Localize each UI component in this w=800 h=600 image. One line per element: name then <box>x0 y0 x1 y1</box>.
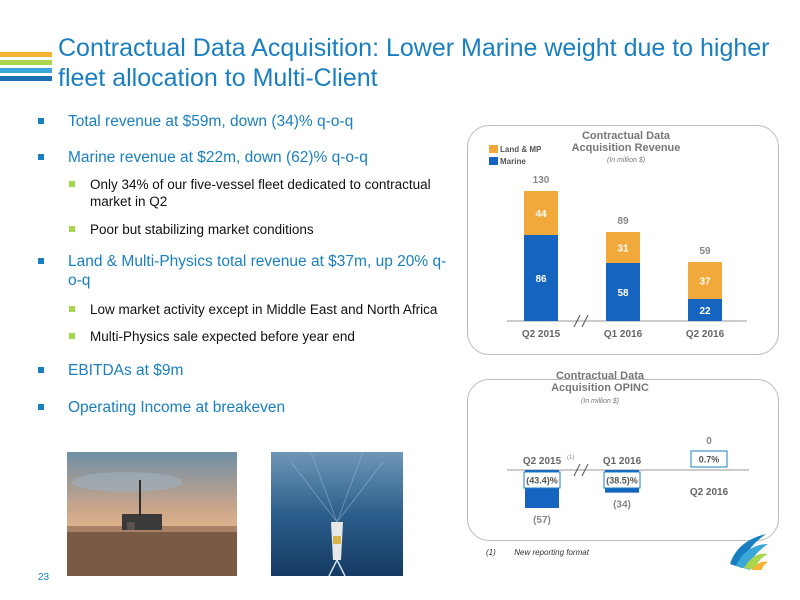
brand-stripes <box>0 52 52 84</box>
bar-total-label: 89 <box>617 216 629 227</box>
bar-total-label: 59 <box>699 246 711 257</box>
sub-bullet-marker <box>69 226 75 232</box>
margin-label-box <box>690 450 728 468</box>
x-tick-label: Q2 2016 <box>690 487 729 498</box>
sub-bullet: Poor but stabilizing market conditions <box>38 221 458 238</box>
bar-marine <box>524 235 558 321</box>
bullet-land-mp-revenue: Land & Multi-Physics total revenue at $3… <box>38 252 458 290</box>
revenue-chart-panel <box>467 125 779 355</box>
margin-label: 0.7% <box>699 455 720 465</box>
opinc-chart: Contractual Data Acquisition OPINC (In mi… <box>507 370 749 526</box>
bar-total-label: 130 <box>533 175 550 186</box>
revenue-chart-title: Contractual Data Acquisition Revenue <box>572 130 681 154</box>
bullet-marker <box>38 367 44 373</box>
bullet-text: Marine revenue at $22m, down (62)% q-o-q <box>68 149 368 166</box>
revenue-chart: Contractual Data Acquisition Revenue (In … <box>489 130 747 340</box>
legend-label: Land & MP <box>500 145 542 154</box>
bar-land-mp <box>688 262 722 299</box>
legend-swatch <box>489 145 498 153</box>
revenue-chart-marks: 86 44 130 Q2 2015 58 31 89 Q1 2016 22 37 59 Q2 2016 <box>507 175 747 340</box>
x-tick-label: Q1 2016 <box>604 329 643 340</box>
legend-label: Marine <box>500 157 526 166</box>
margin-label-box <box>603 471 641 489</box>
opinc-chart-title: Contractual Data Acquisition OPINC <box>551 370 649 394</box>
bullet-total-revenue: Total revenue at $59m, down (34)% q-o-q <box>38 112 458 131</box>
stripe-orange <box>0 52 52 57</box>
bar-land-mp <box>524 191 558 235</box>
margin-label: (38.5)% <box>606 476 638 486</box>
revenue-chart-legend: Land & MP Marine <box>489 145 542 166</box>
sub-bullet-text: Only 34% of our five-vessel fleet dedica… <box>90 177 431 209</box>
bar-value-label: 37 <box>699 277 711 288</box>
bar-value-label: 86 <box>535 274 547 285</box>
axis-break-mark <box>573 463 581 477</box>
opinc-chart-subtitle: (In million $) <box>581 398 619 405</box>
footnote-text: New reporting format <box>514 548 589 557</box>
opinc-chart-panel <box>467 379 779 541</box>
bar-value-label: 58 <box>617 288 629 299</box>
bar-value-label: 22 <box>699 306 711 317</box>
opinc-value-label: (57) <box>533 515 551 526</box>
footnote-number: (1) <box>486 548 496 557</box>
bullet-text: Land & Multi-Physics total revenue at $3… <box>68 253 447 289</box>
footnote: (1) New reporting format <box>486 548 589 557</box>
bullet-text: Total revenue at $59m, down (34)% q-o-q <box>68 113 354 130</box>
axis-break-mark <box>581 314 589 328</box>
sub-bullet-text: Poor but stabilizing market conditions <box>90 222 314 237</box>
page-number: 23 <box>38 572 50 583</box>
category-footnote-ref: (1) <box>567 455 574 461</box>
bullet-marker <box>38 154 44 160</box>
bar-marine <box>606 263 640 321</box>
opinc-chart-marks: (43.4)% (57) Q2 2015 (1) (38.5)% (34) Q1 2016 0… <box>507 436 749 526</box>
bar-value-label: 44 <box>535 209 547 220</box>
sub-bullet-text: Low market activity except in Middle Eas… <box>90 302 438 317</box>
x-tick-label: Q1 2016 <box>603 456 642 467</box>
x-tick-label: Q2 2015 <box>523 456 562 467</box>
stripe-green <box>0 60 52 65</box>
bullet-list: Total revenue at $59m, down (34)% q-o-q … <box>38 112 458 417</box>
bullet-text: EBITDAs at $9m <box>68 362 184 379</box>
bullet-marker <box>38 118 44 124</box>
slide-title: Contractual Data Acquisition: Lower Mari… <box>58 34 770 92</box>
axis-break-mark <box>581 463 589 477</box>
legend-swatch <box>489 157 498 165</box>
margin-label: (43.4)% <box>526 476 558 486</box>
bullet-marker <box>38 258 44 264</box>
bullet-operating-income: Operating Income at breakeven <box>38 398 458 417</box>
sub-bullet-text: Multi-Physics sale expected before year … <box>90 329 355 344</box>
x-tick-label: Q2 2015 <box>522 329 561 340</box>
bullet-marker <box>38 404 44 410</box>
sub-bullet-marker <box>69 333 75 339</box>
stripe-blue <box>0 76 52 81</box>
sub-bullet: Low market activity except in Middle Eas… <box>38 301 458 318</box>
margin-label-box <box>523 471 561 489</box>
bar-marine <box>688 299 722 321</box>
sub-bullet-marker <box>69 181 75 187</box>
bullet-marine-revenue: Marine revenue at $22m, down (62)% q-o-q <box>38 148 458 167</box>
stripe-lightblue <box>0 68 52 73</box>
opinc-value-label: 0 <box>706 436 712 447</box>
company-logo <box>730 534 768 570</box>
sub-bullet: Multi-Physics sale expected before year … <box>38 328 458 345</box>
sub-bullet-marker <box>69 306 75 312</box>
axis-break-mark <box>573 314 581 328</box>
opinc-value-label: (34) <box>613 500 631 511</box>
land-acquisition-photo <box>67 452 237 576</box>
sub-bullet: Only 34% of our five-vessel fleet dedica… <box>38 176 458 210</box>
bullet-text: Operating Income at breakeven <box>68 399 286 416</box>
bullet-ebitdas: EBITDAs at $9m <box>38 361 458 380</box>
x-tick-label: Q2 2016 <box>686 329 725 340</box>
revenue-chart-subtitle: (In million $) <box>607 157 645 164</box>
marine-vessel-photo <box>271 452 403 576</box>
bar-land-mp <box>606 232 640 263</box>
bar-value-label: 31 <box>617 244 629 255</box>
